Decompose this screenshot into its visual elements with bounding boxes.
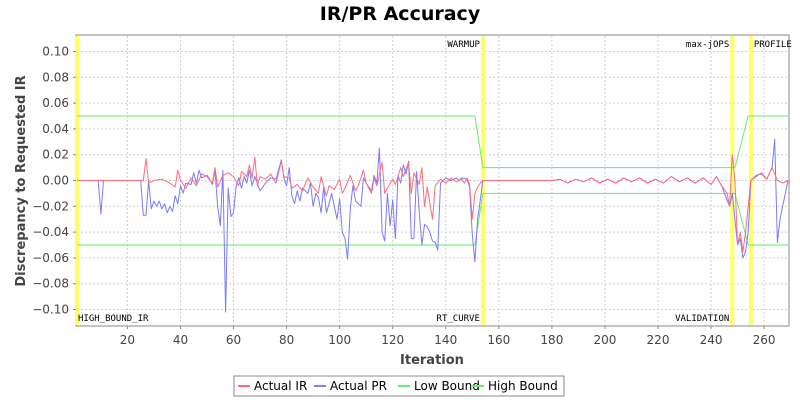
x-tick-label: 80 [279, 333, 294, 347]
y-tick-label: −0.06 [32, 251, 69, 265]
y-tick-label: 0.06 [42, 96, 69, 110]
legend: Actual IR Actual PR Low Bound High Bound [233, 375, 565, 397]
x-tick-label: 120 [381, 333, 404, 347]
x-tick-label: 20 [120, 333, 135, 347]
legend-label: Actual IR [254, 379, 307, 393]
phase-marker-label: RT_CURVE [437, 314, 480, 324]
phase-marker-label: WARMUP [447, 40, 480, 50]
x-tick-label: 220 [647, 333, 670, 347]
y-tick-label: 0.00 [42, 174, 69, 188]
y-tick-label: 0.08 [42, 70, 69, 84]
y-tick-label: 0.02 [42, 148, 69, 162]
y-tick-label: −0.02 [32, 199, 69, 213]
x-tick-label: 260 [753, 333, 776, 347]
y-tick-label: 0.10 [42, 44, 69, 58]
phase-marker-label: max-jOPS [686, 40, 729, 50]
series-line-actual-ir [77, 154, 789, 252]
x-tick-label: 160 [487, 333, 510, 347]
phase-marker-label: PROFILE [754, 40, 792, 50]
y-tick-label: −0.08 [32, 277, 69, 291]
phase-marker-label: VALIDATION [675, 314, 729, 324]
series-line-high-bound [77, 115, 788, 169]
x-tick-label: 140 [434, 333, 457, 347]
x-tick-label: 40 [173, 333, 188, 347]
x-tick-label: 180 [540, 333, 563, 347]
y-tick-label: −0.10 [32, 303, 69, 317]
y-axis-ticks: 0.10 0.08 0.06 0.04 0.02 0.00 −0.02 −0.04 −0.06 −… [32, 44, 76, 317]
phase-marker-labels: HIGH_BOUND_IR WARMUP RT_CURVE max-jOPS VALID… [78, 40, 792, 324]
x-axis-ticks: 20 40 60 80 100 120 140 160 180 200 220 240 260 [120, 326, 776, 347]
legend-label: High Bound [488, 379, 558, 393]
chart-title: IR/PR Accuracy [320, 3, 481, 25]
legend-label: Low Bound [414, 379, 480, 393]
x-tick-label: 100 [328, 333, 351, 347]
y-axis-label: Discrepancy to Requested IR [14, 75, 29, 286]
x-tick-label: 60 [226, 333, 241, 347]
phase-marker-label: HIGH_BOUND_IR [78, 314, 149, 324]
legend-label: Actual PR [330, 379, 387, 393]
x-tick-label: 200 [593, 333, 616, 347]
x-axis-label: Iteration [400, 353, 464, 368]
y-tick-label: 0.04 [42, 122, 69, 136]
series-lines [77, 115, 789, 313]
x-tick-label: 240 [700, 333, 723, 347]
y-tick-label: −0.04 [32, 225, 69, 239]
